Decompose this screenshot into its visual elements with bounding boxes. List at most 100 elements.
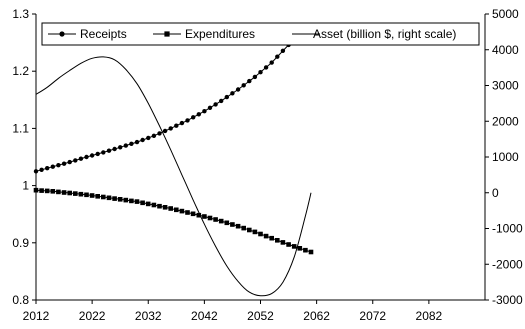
x-tick-label: 2052 [247, 309, 274, 323]
data-point [61, 190, 67, 195]
data-point [106, 148, 112, 153]
data-point [39, 188, 44, 193]
data-point [196, 212, 202, 218]
data-point [67, 159, 72, 165]
y-tick-label: 1.3 [12, 7, 29, 21]
series-line-2 [35, 56, 312, 297]
y2-tick-label: -3000 [492, 293, 523, 307]
data-point [73, 191, 78, 196]
data-point [39, 167, 44, 172]
data-point [118, 145, 123, 150]
x-tick-label: 2032 [135, 309, 162, 323]
data-point [162, 128, 168, 134]
data-point [230, 222, 235, 227]
x-tick-label: 2012 [23, 309, 50, 323]
data-point [145, 201, 151, 207]
plot-area [36, 14, 485, 300]
data-point [185, 118, 190, 123]
data-point [191, 115, 196, 120]
y-tick-label: 1.1 [12, 121, 29, 135]
y2-tick-label: 4000 [492, 43, 519, 57]
data-point [45, 166, 50, 171]
data-point [44, 188, 50, 194]
data-point [247, 227, 252, 233]
data-point [33, 169, 39, 174]
data-point [134, 139, 140, 145]
data-point [123, 197, 129, 203]
data-point [157, 131, 162, 136]
data-point [280, 240, 286, 245]
x-tick-label: 2022 [79, 309, 106, 323]
data-point [168, 206, 173, 211]
data-point [286, 242, 291, 247]
data-point [202, 214, 207, 219]
data-point [275, 238, 280, 243]
data-point [140, 137, 145, 143]
data-point [95, 194, 100, 199]
data-point [218, 218, 224, 224]
data-point [146, 135, 151, 141]
data-point [235, 87, 241, 92]
y-tick-label: 0.9 [12, 236, 29, 250]
x-tick-label: 2042 [191, 309, 218, 323]
data-point [230, 91, 235, 96]
data-point [308, 249, 314, 255]
data-point [247, 78, 252, 84]
y2-tick-label: 2000 [492, 114, 519, 128]
data-point [207, 215, 213, 221]
data-point [174, 123, 179, 128]
legend-label-2: Asset (billion $, right scale) [313, 27, 456, 41]
y2-tick-label: 3000 [492, 79, 519, 93]
legend-label-1: Expenditures [185, 27, 255, 41]
data-point [263, 65, 269, 70]
data-point [179, 120, 185, 126]
data-point [258, 70, 263, 75]
legend-label-0: Receipts [80, 27, 127, 41]
legend-marker-1 [164, 31, 170, 37]
data-point [89, 193, 95, 198]
data-point [280, 48, 286, 53]
data-point [134, 199, 140, 204]
data-point [112, 146, 117, 152]
data-point [196, 112, 201, 117]
data-point [140, 200, 145, 206]
data-point [157, 203, 162, 209]
data-point [258, 231, 263, 237]
legend: Receipts Expenditures Asset (billion $, ri… [41, 22, 480, 46]
data-point [73, 158, 78, 163]
data-point [117, 197, 123, 202]
data-point [101, 150, 106, 155]
data-point [168, 126, 173, 131]
data-point [129, 198, 134, 204]
y-tick-label: 1.2 [12, 64, 29, 78]
data-point [202, 109, 207, 114]
data-point [179, 208, 185, 214]
x-tick-label: 2062 [303, 309, 330, 323]
data-point [252, 74, 258, 80]
series-line-1 [35, 189, 312, 253]
data-point [151, 133, 157, 138]
data-point [174, 207, 179, 213]
data-point [303, 247, 308, 253]
data-point [224, 220, 230, 226]
data-point [67, 190, 72, 196]
data-point [33, 187, 39, 193]
data-point [78, 156, 84, 161]
data-point [50, 164, 55, 169]
data-point [207, 105, 213, 111]
data-point [129, 141, 134, 146]
data-point [50, 189, 56, 194]
y-tick-label: 0.8 [12, 293, 29, 307]
legend-box [41, 22, 480, 46]
data-point [252, 229, 258, 235]
data-point [297, 246, 303, 251]
y-tick-label: 1 [22, 179, 29, 193]
data-point [84, 154, 89, 160]
data-point [241, 83, 246, 88]
legend-items: Receipts Expenditures Asset (billion $, ri… [48, 27, 456, 41]
data-point [269, 60, 274, 65]
data-point [224, 94, 229, 100]
data-point [61, 161, 67, 166]
data-point [235, 223, 241, 229]
